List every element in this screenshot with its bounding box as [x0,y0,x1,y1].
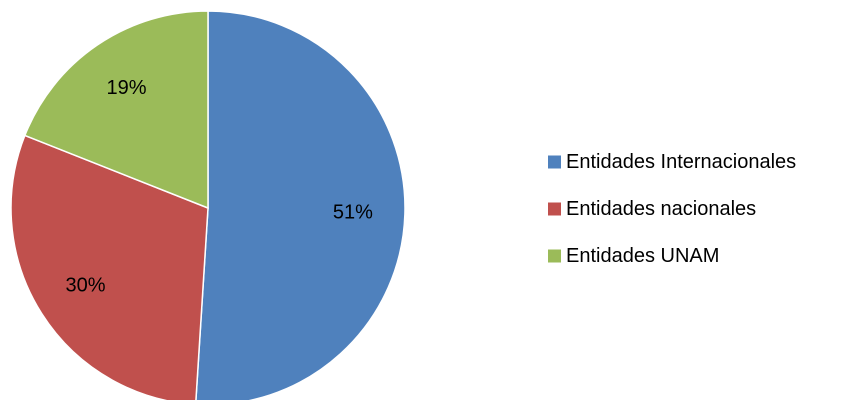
pie-slice-1 [195,10,406,400]
pie-slice-3 [23,10,209,210]
legend-swatch-2 [548,202,561,216]
legend-label-1: Entidades Internacionales [566,151,796,173]
legend-swatch-3 [548,249,561,263]
pie-slice-2 [10,134,209,400]
legend-label-3: Entidades UNAM [566,245,719,267]
data-label-1: 51% [333,202,373,224]
legend-label-2: Entidades nacionales [566,198,756,220]
pie-slices [10,10,406,400]
legend: Entidades Internacionales Entidades nacio… [548,151,796,267]
data-label-2: 30% [66,275,106,297]
data-label-3: 19% [106,77,146,99]
legend-swatch-1 [548,155,561,169]
pie-data-labels: 51% 30% 19% [66,77,374,297]
